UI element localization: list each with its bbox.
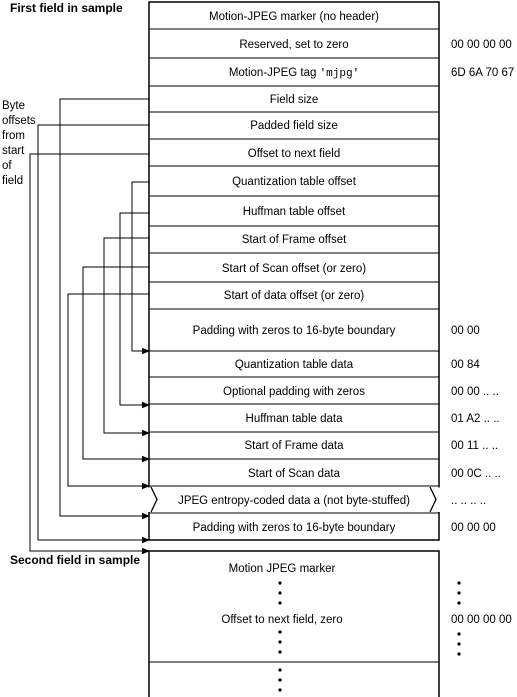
row-label: Quantization table offset: [232, 176, 357, 188]
row-value: 00 00: [451, 325, 480, 337]
connector-huffman-table: [119, 212, 150, 409]
row-label: Field size: [270, 94, 319, 106]
ellipsis-dots-center: [278, 581, 282, 692]
row-label: Motion-JPEG marker (no header): [209, 11, 379, 23]
break-mark-right: [429, 486, 437, 513]
break-mask: [145, 487, 157, 512]
connector-next-field-target: [29, 165, 150, 555]
second-field-frame: [148, 550, 440, 697]
second-offset-value: 00 00 00 00: [451, 614, 512, 626]
connector-start-of-data: [67, 293, 150, 490]
connector-field-size: [59, 98, 149, 183]
first-field-labels: Motion-JPEG marker (no header) Reserved,…: [178, 11, 410, 534]
row-value: 00 00 00 00: [451, 39, 512, 51]
row-label: Start of Frame data: [244, 440, 344, 452]
break-mark-left: [150, 486, 158, 513]
second-offset-label: Offset to next field, zero: [221, 614, 342, 626]
row-value: 01 A2 .. ..: [451, 413, 500, 425]
note-line: field: [2, 175, 23, 187]
first-field-frame: [148, 1, 440, 541]
row-label: Quantization table data: [235, 359, 354, 371]
row-value: 00 00 00: [451, 522, 496, 534]
connector-padded-field-size: [37, 124, 149, 183]
row-value: 6D 6A 70 67: [451, 67, 514, 79]
second-field-heading: Second field in sample: [10, 553, 140, 567]
connector-start-of-frame: [103, 237, 150, 437]
row-label: Padding with zeros to 16-byte boundary: [193, 325, 396, 337]
row-label: Huffman table data: [246, 413, 344, 425]
row-label: Optional padding with zeros: [223, 386, 365, 398]
first-field-values: 00 00 00 00 6D 6A 70 67 00 00 00 84 00 0…: [451, 39, 514, 534]
break-mask: [431, 487, 443, 512]
row-value: 00 11 .. ..: [451, 440, 498, 452]
connector-field-size-end: [59, 183, 150, 520]
row-label: Offset to next field: [248, 148, 340, 160]
note-line: from: [2, 130, 25, 142]
second-marker-label: Motion JPEG marker: [229, 563, 336, 575]
ellipsis-dots-right: [457, 581, 461, 656]
row-label: Start of Frame offset: [242, 234, 347, 246]
first-field-heading: First field in sample: [10, 1, 123, 15]
row-value: 00 84: [451, 359, 480, 371]
row-label: Reserved, set to zero: [239, 39, 348, 51]
row-label: Start of data offset (or zero): [224, 290, 365, 302]
note-line: Byte: [2, 100, 25, 112]
note-line: start: [2, 145, 25, 157]
byte-offsets-note: Byte offsets from start of field: [2, 100, 36, 187]
row-label: Padding with zeros to 16-byte boundary: [193, 522, 396, 534]
row-label: Motion-JPEG tag 'mjpg': [229, 67, 359, 80]
note-line: offsets: [2, 115, 36, 127]
row-label: Huffman table offset: [243, 206, 346, 218]
break-marks: [145, 486, 443, 513]
connector-offset-next-field: [29, 153, 149, 165]
row-label: Start of Scan data: [248, 468, 341, 480]
second-field-table: Motion JPEG marker Offset to next field,…: [148, 550, 512, 697]
connector-start-of-scan: [82, 266, 150, 463]
row-value: 00 00 .. ..: [451, 386, 499, 398]
note-line: of: [2, 160, 12, 172]
row-label: JPEG entropy-coded data a (not byte-stuf…: [178, 495, 410, 507]
row-value: 00 0C .. ..: [451, 468, 501, 480]
row-label: Padded field size: [250, 120, 338, 132]
first-field-table: [148, 1, 440, 541]
mjpg-tag-code: 'mjpg': [320, 68, 360, 80]
row-value: .. .. .. ..: [451, 495, 486, 507]
offset-connectors: [29, 98, 150, 555]
row-label: Start of Scan offset (or zero): [222, 263, 366, 275]
row-label-text: Motion-JPEG tag: [229, 67, 320, 79]
